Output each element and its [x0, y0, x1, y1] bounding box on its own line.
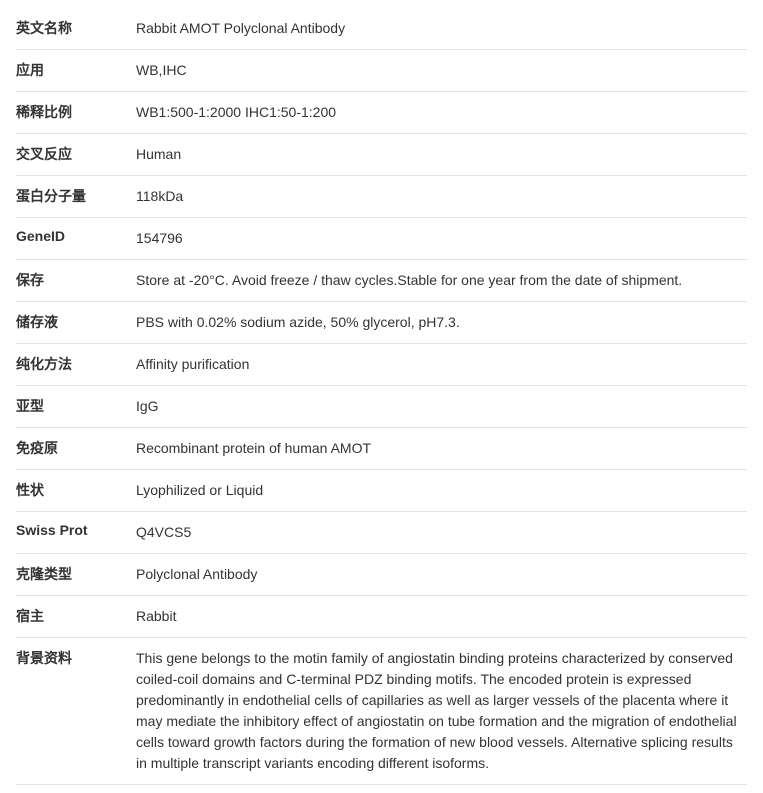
spec-value: Rabbit	[136, 596, 747, 638]
table-row: 蛋白分子量 118kDa	[16, 176, 747, 218]
spec-label: 英文名称	[16, 8, 136, 50]
spec-value: Store at -20°C. Avoid freeze / thaw cycl…	[136, 260, 747, 302]
spec-value: IgG	[136, 386, 747, 428]
spec-value: Polyclonal Antibody	[136, 554, 747, 596]
spec-value: WB,IHC	[136, 50, 747, 92]
table-row: 应用 WB,IHC	[16, 50, 747, 92]
table-row: 保存 Store at -20°C. Avoid freeze / thaw c…	[16, 260, 747, 302]
spec-label: 背景资料	[16, 638, 136, 785]
spec-value: This gene belongs to the motin family of…	[136, 638, 747, 785]
spec-value: Rabbit AMOT Polyclonal Antibody	[136, 8, 747, 50]
spec-label: 免疫原	[16, 428, 136, 470]
spec-value: Human	[136, 134, 747, 176]
spec-label: 宿主	[16, 596, 136, 638]
table-row: 交叉反应 Human	[16, 134, 747, 176]
table-row: 储存液 PBS with 0.02% sodium azide, 50% gly…	[16, 302, 747, 344]
table-row: 宿主 Rabbit	[16, 596, 747, 638]
spec-value: Affinity purification	[136, 344, 747, 386]
spec-label: GeneID	[16, 218, 136, 260]
table-row: 稀释比例 WB1:500-1:2000 IHC1:50-1:200	[16, 92, 747, 134]
table-row: 性状 Lyophilized or Liquid	[16, 470, 747, 512]
spec-label: Swiss Prot	[16, 512, 136, 554]
table-row: 英文名称 Rabbit AMOT Polyclonal Antibody	[16, 8, 747, 50]
spec-label: 应用	[16, 50, 136, 92]
spec-label: 性状	[16, 470, 136, 512]
spec-label: 蛋白分子量	[16, 176, 136, 218]
spec-label: 克隆类型	[16, 554, 136, 596]
spec-label: 储存液	[16, 302, 136, 344]
table-row: 亚型 IgG	[16, 386, 747, 428]
spec-value: Recombinant protein of human AMOT	[136, 428, 747, 470]
spec-value: Q4VCS5	[136, 512, 747, 554]
spec-value: 118kDa	[136, 176, 747, 218]
spec-label: 保存	[16, 260, 136, 302]
table-row: GeneID 154796	[16, 218, 747, 260]
table-row: 克隆类型 Polyclonal Antibody	[16, 554, 747, 596]
spec-table-body: 英文名称 Rabbit AMOT Polyclonal Antibody 应用 …	[16, 8, 747, 785]
spec-label: 纯化方法	[16, 344, 136, 386]
spec-label: 稀释比例	[16, 92, 136, 134]
spec-label: 亚型	[16, 386, 136, 428]
spec-label: 交叉反应	[16, 134, 136, 176]
table-row: 背景资料 This gene belongs to the motin fami…	[16, 638, 747, 785]
table-row: 免疫原 Recombinant protein of human AMOT	[16, 428, 747, 470]
table-row: 纯化方法 Affinity purification	[16, 344, 747, 386]
spec-value: 154796	[136, 218, 747, 260]
table-row: Swiss Prot Q4VCS5	[16, 512, 747, 554]
spec-value: PBS with 0.02% sodium azide, 50% glycero…	[136, 302, 747, 344]
spec-value: Lyophilized or Liquid	[136, 470, 747, 512]
spec-table: 英文名称 Rabbit AMOT Polyclonal Antibody 应用 …	[16, 8, 747, 785]
spec-value: WB1:500-1:2000 IHC1:50-1:200	[136, 92, 747, 134]
